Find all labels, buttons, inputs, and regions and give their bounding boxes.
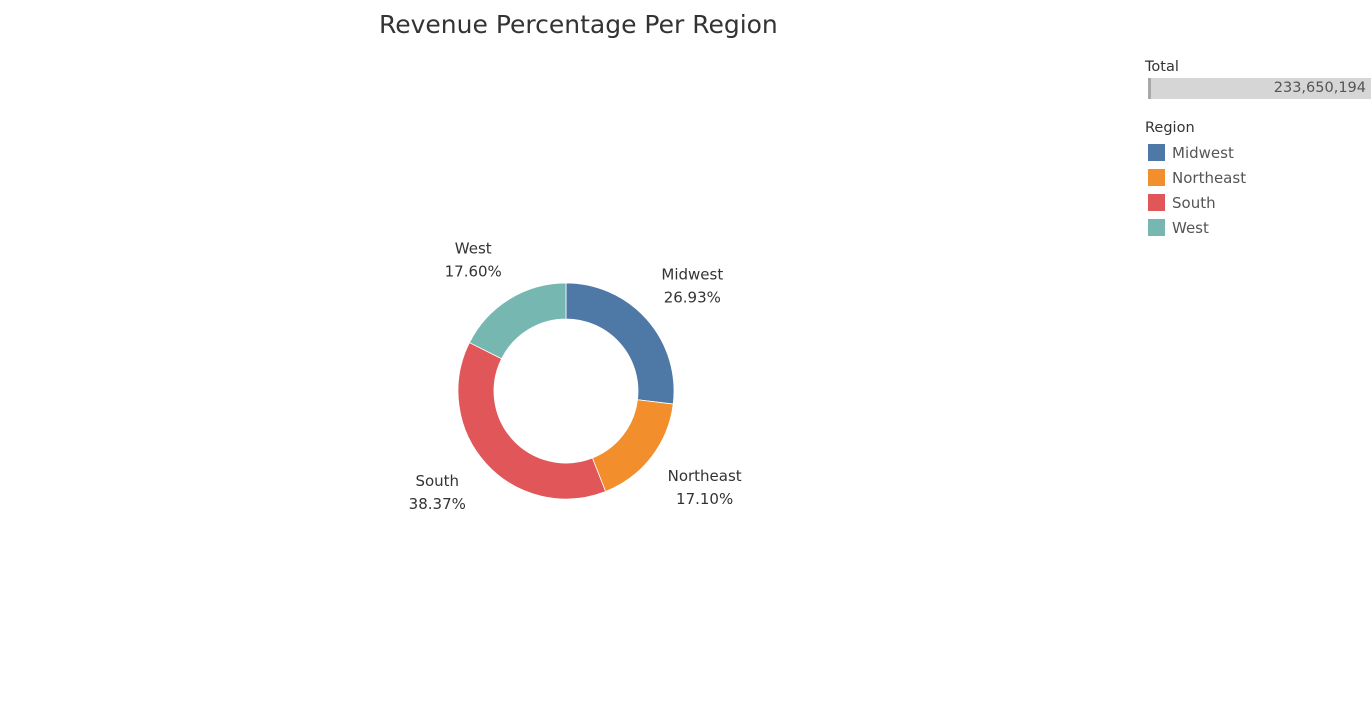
slice-label-value-south: 38.37% (409, 495, 466, 513)
legend-swatch-west (1148, 219, 1165, 236)
chart-title: Revenue Percentage Per Region (379, 10, 778, 39)
slice-midwest[interactable] (565, 282, 675, 405)
slice-northeast[interactable] (591, 399, 674, 493)
slice-label-value-northeast: 17.10% (676, 490, 733, 508)
legend-label-northeast: Northeast (1172, 168, 1247, 187)
total-bar[interactable]: 233,650,194 (1148, 78, 1371, 99)
slice-label-value-midwest: 26.93% (664, 289, 721, 307)
legend-item-midwest[interactable]: Midwest (1148, 140, 1371, 165)
total-value: 233,650,194 (1273, 80, 1366, 96)
legend-item-west[interactable]: West (1148, 215, 1371, 240)
legend-swatch-northeast (1148, 169, 1165, 186)
slice-label-name-south: South (415, 472, 459, 490)
legend-item-northeast[interactable]: Northeast (1148, 165, 1371, 190)
legend-label-west: West (1172, 218, 1209, 237)
slice-label-name-midwest: Midwest (661, 266, 723, 284)
legend-label-midwest: Midwest (1172, 143, 1234, 162)
total-heading: Total (1145, 59, 1179, 75)
region-heading: Region (1145, 120, 1195, 136)
slice-label-name-northeast: Northeast (668, 467, 742, 485)
legend-label-south: South (1172, 193, 1216, 212)
slice-label-name-west: West (455, 239, 492, 257)
slice-south[interactable] (457, 342, 607, 500)
region-legend: Midwest Northeast South West (1145, 140, 1371, 240)
legend-swatch-midwest (1148, 144, 1165, 161)
legend-panel: Total 233,650,194 Region Midwest Northea… (1145, 59, 1371, 240)
legend-swatch-south (1148, 194, 1165, 211)
slice-label-value-west: 17.60% (445, 262, 502, 280)
slice-west[interactable] (468, 282, 567, 360)
legend-item-south[interactable]: South (1148, 190, 1371, 215)
